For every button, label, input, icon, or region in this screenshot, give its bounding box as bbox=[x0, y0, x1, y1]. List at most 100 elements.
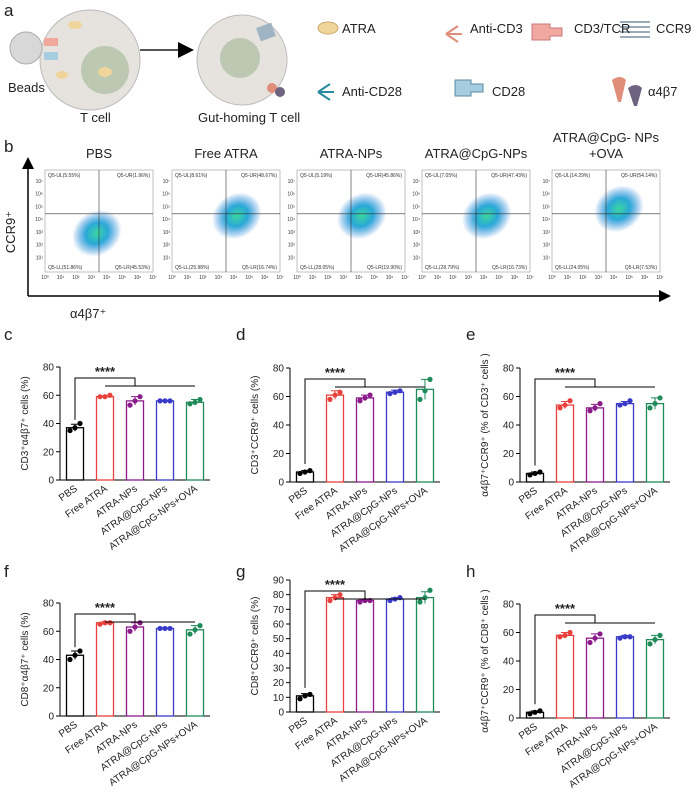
y-tick-label: 20 bbox=[43, 447, 55, 458]
quadrant-label: Q5-UL(8.61%) bbox=[175, 173, 208, 179]
y-tick-label: 0 bbox=[278, 708, 284, 719]
y-axis-label: CD8⁺α4β7⁺ cells (%) bbox=[20, 612, 31, 706]
bar bbox=[385, 598, 405, 713]
y-tick-label: 60 bbox=[273, 392, 285, 403]
y-tick-label: 10² bbox=[413, 243, 421, 249]
data-point bbox=[617, 635, 623, 641]
x-tick-label: 10² bbox=[449, 275, 457, 281]
y-tick-label: 40 bbox=[273, 649, 285, 660]
quadrant-label: Q5-UL(14.29%) bbox=[555, 173, 590, 179]
data-point bbox=[307, 691, 313, 698]
x-tick-label: 10⁰ bbox=[548, 275, 556, 281]
panel-label: h bbox=[466, 562, 475, 581]
data-point bbox=[107, 392, 113, 398]
cell-cloud bbox=[594, 185, 644, 233]
x-tick-label: 10⁵ bbox=[118, 275, 126, 281]
data-point bbox=[527, 472, 533, 478]
y-tick-label: 10⁶ bbox=[162, 192, 170, 198]
data-point bbox=[427, 376, 433, 382]
bar bbox=[415, 388, 435, 483]
data-point bbox=[592, 635, 598, 641]
y-tick-label: 10³ bbox=[163, 230, 171, 236]
y-tick-label: 10³ bbox=[36, 230, 44, 236]
y-tick-label: 60 bbox=[503, 392, 515, 403]
x-tick-label: 10² bbox=[199, 275, 207, 281]
bar bbox=[325, 596, 345, 713]
quadrant-label: Q5-LL(51.86%) bbox=[48, 265, 83, 271]
cell-cloud bbox=[337, 192, 387, 240]
bar bbox=[555, 634, 575, 719]
x-tick-label: 10³ bbox=[595, 275, 603, 281]
data-point bbox=[357, 398, 363, 404]
y-tick-label: 80 bbox=[503, 364, 515, 375]
bar bbox=[355, 397, 375, 483]
x-tick-label: 10⁵ bbox=[495, 275, 503, 281]
y-tick-label: 80 bbox=[43, 363, 55, 374]
y-tick-label: 10² bbox=[288, 243, 296, 249]
data-point bbox=[617, 402, 623, 408]
quadrant-label: Q5-UL(7.05%) bbox=[425, 173, 458, 179]
data-point bbox=[537, 469, 543, 475]
x-tick-label: 10¹ bbox=[564, 275, 572, 281]
x-tick-label: 10⁴ bbox=[355, 275, 363, 281]
x-tick-label: 10⁰ bbox=[418, 275, 426, 281]
legend-label: α4β7 bbox=[648, 84, 677, 99]
y-tick-label: 0 bbox=[508, 478, 514, 489]
bar bbox=[155, 400, 175, 481]
data-point bbox=[532, 470, 538, 477]
x-tick-label: 10⁵ bbox=[625, 275, 633, 281]
bar bbox=[65, 654, 85, 717]
x-tick-label: 10⁴ bbox=[103, 275, 111, 281]
y-tick-label: 10¹ bbox=[288, 255, 296, 261]
x-tick-label: 10⁴ bbox=[610, 275, 618, 281]
x-tick-label: PBS bbox=[287, 715, 310, 736]
bar bbox=[325, 394, 345, 483]
y-tick-label: 30 bbox=[273, 664, 285, 675]
legend-label: CCR9 bbox=[656, 21, 691, 36]
x-tick-label: 10⁶ bbox=[261, 275, 269, 281]
y-tick-label: 10⁷ bbox=[36, 179, 44, 185]
y-tick-label: 10 bbox=[273, 693, 285, 704]
data-point bbox=[167, 398, 173, 404]
data-point bbox=[67, 427, 73, 434]
y-tick-label: 10⁷ bbox=[543, 179, 551, 185]
bar bbox=[585, 407, 605, 483]
bar bbox=[125, 400, 145, 481]
data-point bbox=[107, 620, 113, 626]
y-tick-label: 0 bbox=[278, 478, 284, 489]
data-point bbox=[367, 392, 373, 398]
data-point bbox=[557, 405, 563, 411]
y-tick-label: 80 bbox=[273, 364, 285, 375]
x-tick-label: 10⁶ bbox=[511, 275, 519, 281]
plot-title: PBS bbox=[86, 146, 112, 161]
quadrant-label: Q5-LL(28.79%) bbox=[425, 265, 460, 271]
data-point bbox=[192, 627, 198, 633]
x-tick-label: 10² bbox=[72, 275, 80, 281]
data-point bbox=[332, 392, 338, 398]
significance-bracket bbox=[74, 613, 136, 648]
data-point bbox=[337, 389, 343, 395]
y-tick-label: 10⁵ bbox=[162, 204, 170, 210]
y-tick-label: 10⁵ bbox=[542, 204, 550, 210]
y-tick-label: 20 bbox=[43, 683, 55, 694]
bar bbox=[185, 401, 205, 481]
y-tick-label: 10¹ bbox=[163, 255, 171, 261]
data-point bbox=[197, 396, 203, 403]
x-tick-label: 10⁷ bbox=[656, 275, 664, 281]
data-point bbox=[72, 425, 78, 431]
data-point bbox=[77, 648, 83, 654]
significance-bracket bbox=[304, 378, 366, 465]
legend-label: CD3/TCR bbox=[574, 21, 630, 36]
quadrant-label: Q5-LR(19.90%) bbox=[367, 265, 402, 271]
x-tick-label: PBS bbox=[57, 719, 80, 740]
y-tick-label: 10³ bbox=[413, 230, 421, 236]
bar bbox=[95, 622, 115, 717]
quadrant-label: Q5-UR(1.96%) bbox=[117, 173, 150, 179]
panel-a-diagram: a Beads T cell Gut-homing T cell bbox=[4, 1, 650, 125]
data-point bbox=[187, 631, 193, 637]
x-tick-label: 10¹ bbox=[184, 275, 192, 281]
data-point bbox=[357, 599, 363, 605]
y-tick-label: 40 bbox=[503, 657, 515, 668]
data-point bbox=[297, 696, 303, 702]
y-tick-label: 10⁵ bbox=[412, 204, 420, 210]
